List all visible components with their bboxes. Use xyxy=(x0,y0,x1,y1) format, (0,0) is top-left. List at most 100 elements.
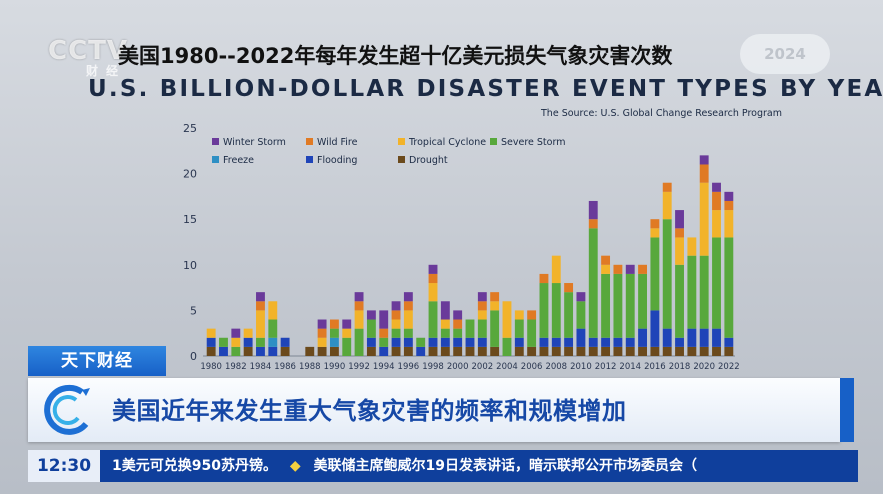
bar-segment xyxy=(428,346,438,356)
bar-segment xyxy=(256,310,265,338)
bar-segment xyxy=(490,310,500,347)
bar-segment xyxy=(403,328,413,338)
bar-segment xyxy=(675,237,684,265)
bar-segment xyxy=(354,301,364,311)
x-tick-label: 1990 xyxy=(324,362,346,372)
bar-segment xyxy=(366,319,376,338)
bar-segment xyxy=(329,319,339,329)
bar-segment xyxy=(551,337,561,347)
bar-segment xyxy=(477,292,487,302)
bar-segment xyxy=(243,328,253,338)
bar-segment xyxy=(465,346,475,356)
bar-segment xyxy=(662,219,672,329)
bar-segment xyxy=(687,237,697,256)
x-tick-label: 2008 xyxy=(545,362,567,372)
bar-segment xyxy=(625,264,635,274)
legend-label: Tropical Cyclone xyxy=(408,137,486,148)
x-tick-label: 1996 xyxy=(398,362,420,372)
bar-segment xyxy=(317,337,327,347)
bar-segment xyxy=(477,319,487,338)
section-label: 天下财经 xyxy=(28,346,166,376)
bar-segment xyxy=(601,264,611,274)
bar-segment xyxy=(588,337,598,347)
legend: Winter Storm Wild Fire Tropical Cyclone Sev… xyxy=(212,137,565,166)
bar-segment xyxy=(206,337,216,347)
bar-segment xyxy=(588,219,598,229)
bar-segment xyxy=(342,319,352,329)
legend-swatch xyxy=(306,156,313,163)
channel-swoosh-icon xyxy=(44,384,90,435)
bar-segment xyxy=(465,337,475,347)
bar-segment xyxy=(391,346,401,356)
bar-segment xyxy=(453,328,463,338)
bar-segment xyxy=(576,328,586,347)
bar-segment xyxy=(440,346,450,356)
bar-segment xyxy=(391,310,401,320)
bar-segment xyxy=(613,273,623,338)
bar-segment xyxy=(625,273,635,338)
bar-segment xyxy=(699,164,709,183)
bar-segment xyxy=(514,319,524,338)
bar-segment xyxy=(391,328,401,338)
headline: 美国近年来发生重大气象灾害的频率和规模增加 xyxy=(112,397,627,425)
bar-segment xyxy=(403,337,413,347)
bar-segment xyxy=(588,200,598,220)
bar-segment xyxy=(551,255,561,284)
bar-segment xyxy=(712,210,721,238)
x-tick-label: 1980 xyxy=(200,362,222,372)
bar-segment xyxy=(576,292,586,302)
bar-segment xyxy=(687,346,697,356)
bar-segment xyxy=(662,191,672,220)
bar-segment xyxy=(724,200,734,211)
channel-name: 财经 xyxy=(86,64,127,78)
legend-swatch xyxy=(398,138,405,145)
bar-segment xyxy=(416,337,426,347)
bar-segment xyxy=(675,337,684,347)
bar-segment xyxy=(317,328,327,338)
y-tick-label: 10 xyxy=(183,259,197,272)
bar-segment xyxy=(268,337,278,347)
x-tick-label: 1994 xyxy=(373,362,395,372)
ticker-separator-icon: ◆ xyxy=(289,458,301,474)
bar-segment xyxy=(638,328,647,347)
x-tick-label: 1988 xyxy=(299,362,321,372)
bar-segment xyxy=(527,310,537,320)
legend-swatch xyxy=(212,156,219,163)
bar-segment xyxy=(329,328,339,338)
headline-band xyxy=(28,378,840,442)
bar-segment xyxy=(268,346,278,356)
bar-segment xyxy=(440,319,450,329)
bar-segment xyxy=(428,264,438,274)
legend-label: Winter Storm xyxy=(223,137,286,148)
bar-segment xyxy=(662,346,672,356)
bar-segment xyxy=(243,337,253,347)
bar-segment xyxy=(465,319,475,338)
bar-segment xyxy=(625,346,635,356)
bar-segment xyxy=(453,310,463,320)
news-ticker xyxy=(28,450,858,482)
bar-segment xyxy=(453,337,463,347)
legend-swatch xyxy=(398,156,405,163)
bar-segment xyxy=(403,301,413,311)
bar-segment xyxy=(219,337,228,347)
bar-segment xyxy=(477,310,487,320)
bar-segment xyxy=(551,346,561,356)
bar-segment xyxy=(256,337,265,347)
legend-label: Freeze xyxy=(223,155,254,166)
bar-segment xyxy=(379,310,389,329)
bar-segment xyxy=(687,328,697,347)
bar-segment xyxy=(403,292,413,302)
bar-segment xyxy=(576,301,586,329)
bar-segment xyxy=(564,346,574,356)
x-tick-label: 1986 xyxy=(274,362,296,372)
x-tick-label: 1992 xyxy=(348,362,370,372)
x-tick-label: 2022 xyxy=(718,362,740,372)
bar-segment xyxy=(564,292,574,338)
x-tick-label: 2004 xyxy=(496,362,518,372)
bar-segment xyxy=(379,337,389,347)
bar-segment xyxy=(650,346,660,356)
bar-segment xyxy=(588,228,598,338)
bar-segment xyxy=(699,155,709,165)
bar-segment xyxy=(354,310,364,329)
bar-segment xyxy=(712,328,721,347)
